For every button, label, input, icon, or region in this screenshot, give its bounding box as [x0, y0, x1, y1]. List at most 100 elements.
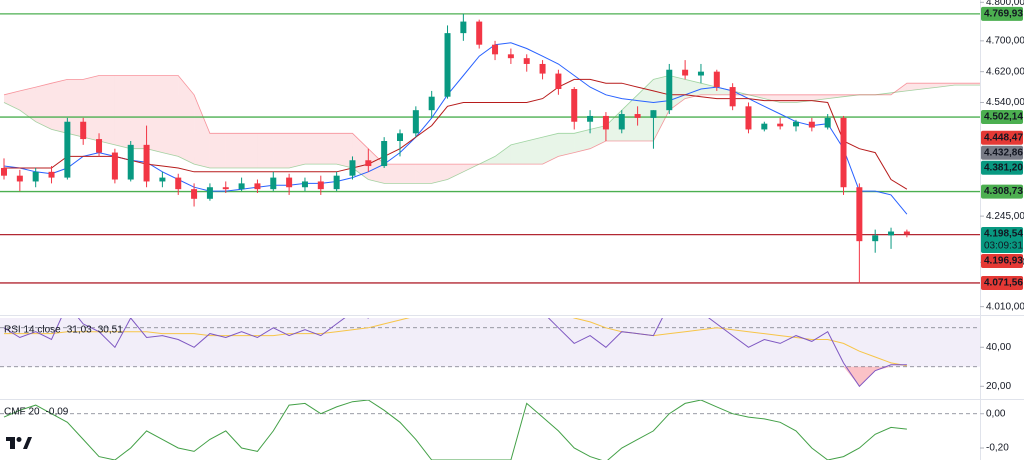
cloud-fill: [574, 129, 591, 153]
candle-body: [666, 69, 673, 111]
cloud-fill: [273, 133, 290, 168]
candle-body: [824, 117, 831, 128]
price-pane: [0, 13, 980, 284]
candle-body: [412, 110, 419, 134]
cloud-fill: [400, 164, 416, 184]
candle-body: [713, 71, 720, 88]
cloud-fill: [621, 94, 638, 142]
cloud-fill: [780, 94, 796, 103]
legend-title: RSI 14 close: [4, 325, 61, 336]
price-tag-label: 4.381,20: [984, 162, 1023, 173]
cloud-fill: [922, 83, 939, 89]
candle-body: [143, 144, 150, 182]
price-tag: [981, 254, 1023, 269]
candle-body: [523, 58, 530, 64]
y-tick-label: 4.245,00: [986, 211, 1024, 222]
cloud-fill: [99, 75, 115, 145]
cloud-fill: [495, 144, 511, 165]
candle-body: [301, 181, 308, 188]
price-tag: [981, 110, 1023, 125]
candle-body: [587, 115, 594, 122]
candle-body: [761, 123, 768, 130]
price-tag-label: 4.502,14: [984, 112, 1023, 123]
cloud-fill: [669, 75, 686, 111]
candle-body: [650, 110, 657, 118]
candle-body: [507, 54, 514, 59]
candle-body: [254, 183, 261, 190]
price-tag: [981, 6, 1023, 21]
candle-body: [317, 181, 324, 190]
candle-body: [777, 123, 784, 127]
candle-body: [48, 171, 55, 178]
candle-body: [286, 177, 293, 188]
y-tick-label: 20,00: [986, 381, 1011, 392]
price-tag: [981, 227, 1023, 254]
candle-body: [634, 114, 641, 118]
candle-body: [64, 121, 71, 178]
price-tag: [981, 130, 1023, 145]
cloud-fill: [4, 90, 20, 111]
price-tag: [981, 184, 1023, 199]
cloud-fill: [83, 75, 100, 142]
cloud-fill: [162, 75, 179, 157]
candle-body: [397, 133, 403, 142]
candle-body: [618, 114, 625, 130]
cloud-fill: [954, 83, 971, 86]
candle-body: [111, 152, 118, 180]
cloud-fill: [510, 141, 527, 165]
cloud-fill: [970, 83, 980, 86]
candle-body: [32, 171, 39, 182]
candle-body: [539, 63, 546, 74]
candle-body: [381, 141, 388, 167]
cloud-fill: [225, 133, 242, 168]
candle-body: [729, 87, 736, 107]
candle-body: [793, 121, 799, 127]
cmf-pane: [0, 400, 980, 460]
rsi-pane: [0, 318, 980, 388]
cloud-fill: [716, 87, 733, 95]
cloud-fill: [542, 133, 559, 165]
candle-body: [1, 167, 7, 176]
candle-body: [555, 73, 562, 89]
candle-body: [159, 177, 166, 182]
cloud-fill: [827, 94, 844, 99]
candle-body: [96, 139, 103, 153]
price-tag-label: 4.432,86: [984, 147, 1023, 158]
price-tag: [981, 275, 1023, 290]
candle-body: [571, 88, 578, 122]
price-tag-label: 4.196,93: [984, 256, 1023, 267]
cloud-fill: [938, 83, 955, 88]
cloud-fill: [67, 79, 84, 138]
cloud-fill: [146, 75, 163, 153]
candle-body: [476, 21, 483, 45]
candle-body: [349, 160, 356, 176]
indicator-line: [3, 318, 907, 388]
candle-body: [856, 187, 863, 242]
cloud-fill: [906, 83, 923, 91]
span-b-line: [3, 75, 980, 165]
cloud-fill: [51, 79, 68, 134]
price-tag: [981, 145, 1023, 160]
y-tick-label: 4.540,00: [986, 97, 1024, 108]
overlay: 4.769,93 4.502,14 4.448,47 4.432,86 4.381,20…: [4, 6, 1023, 418]
y-tick-label: 4.620,00: [986, 66, 1024, 77]
candle-body: [365, 160, 372, 167]
candle-body: [238, 183, 245, 190]
cloud-fill: [368, 148, 385, 184]
cloud-fill: [304, 133, 321, 165]
candle-body: [840, 117, 847, 188]
candle-body: [16, 175, 23, 182]
price-tag: [981, 160, 1023, 175]
candle-body: [903, 231, 910, 235]
candle-body: [745, 106, 752, 130]
cloud-fill: [526, 137, 543, 165]
candle-body: [222, 187, 229, 190]
candle-body: [270, 177, 277, 190]
cloud-fill: [114, 75, 131, 149]
cloud-fill: [289, 133, 305, 168]
price-tag-label: 4.308,73: [984, 186, 1023, 197]
price-tag-label: 4.448,47: [984, 132, 1023, 143]
candle-body: [333, 175, 340, 190]
candle-body: [872, 235, 879, 242]
